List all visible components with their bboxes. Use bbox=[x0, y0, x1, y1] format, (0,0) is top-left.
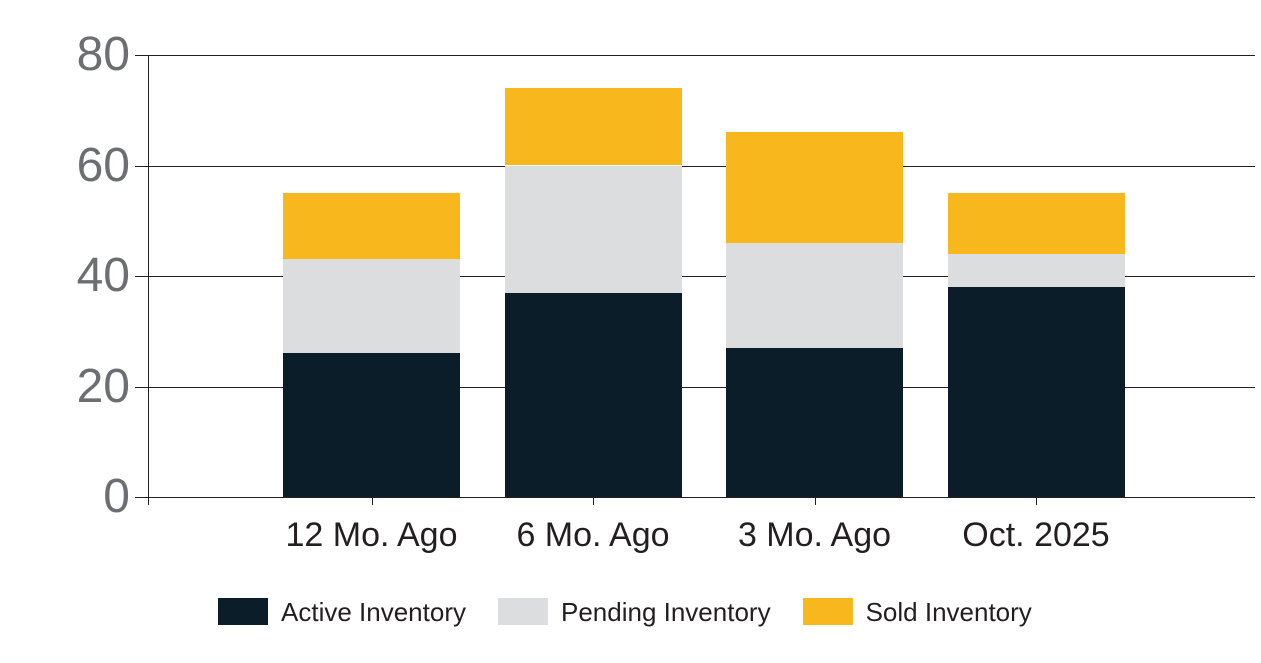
legend: Active Inventory Pending Inventory Sold In… bbox=[218, 598, 1032, 625]
x-tick-label-oct-2025: Oct. 2025 bbox=[962, 516, 1110, 554]
y-tick-label-0: 0 bbox=[103, 470, 130, 523]
x-tick-label-3-mo-ago: 3 Mo. Ago bbox=[737, 516, 892, 554]
bar-segment-pending-inventory-3-mo-ago[interactable] bbox=[726, 242, 903, 348]
bar-segment-sold-inventory-oct-2025[interactable] bbox=[947, 193, 1125, 254]
bar-segment-active-inventory-3-mo-ago[interactable] bbox=[726, 347, 903, 497]
bar-segment-pending-inventory-12-mo-ago[interactable] bbox=[283, 259, 460, 354]
legend-item-pending-inventory[interactable]: Pending Inventory bbox=[497, 596, 771, 627]
bar-segment-active-inventory-12-mo-ago[interactable] bbox=[283, 353, 460, 497]
y-tick-label-60: 60 bbox=[76, 138, 130, 192]
x-tick-6-mo-ago bbox=[593, 497, 594, 505]
y-axis-line bbox=[148, 55, 149, 505]
bar-segment-active-inventory-6-mo-ago[interactable] bbox=[504, 292, 682, 497]
x-tick-oct-2025 bbox=[1036, 497, 1037, 505]
bar-segment-sold-inventory-6-mo-ago[interactable] bbox=[504, 88, 682, 166]
x-tick-12-mo-ago bbox=[371, 497, 373, 505]
y-gridline-60 bbox=[135, 165, 1255, 167]
x-tick-label-6-mo-ago: 6 Mo. Ago bbox=[516, 516, 670, 554]
y-gridline-0 bbox=[135, 497, 1255, 498]
legend-label-pending-inventory: Pending Inventory bbox=[560, 596, 771, 627]
bar-segment-pending-inventory-6-mo-ago[interactable] bbox=[504, 165, 682, 293]
legend-swatch-pending-inventory bbox=[497, 598, 548, 625]
y-tick-label-20: 20 bbox=[76, 359, 130, 413]
legend-item-sold-inventory[interactable]: Sold Inventory bbox=[802, 596, 1032, 627]
plot-area bbox=[135, 55, 1255, 505]
y-gridline-20 bbox=[135, 386, 1255, 388]
legend-label-active-inventory: Active Inventory bbox=[281, 596, 466, 627]
y-tick-label-80: 80 bbox=[76, 28, 130, 81]
legend-swatch-sold-inventory bbox=[802, 598, 853, 625]
x-tick-3-mo-ago bbox=[814, 497, 816, 505]
x-tick-label-12-mo-ago: 12 Mo. Ago bbox=[285, 516, 458, 554]
bar-segment-active-inventory-oct-2025[interactable] bbox=[947, 287, 1125, 497]
y-gridline-80 bbox=[135, 55, 1255, 56]
legend-swatch-active-inventory bbox=[218, 598, 268, 625]
legend-label-sold-inventory: Sold Inventory bbox=[865, 596, 1032, 627]
y-gridline-40 bbox=[135, 276, 1255, 277]
bar-segment-pending-inventory-oct-2025[interactable] bbox=[947, 253, 1125, 288]
bar-segment-sold-inventory-12-mo-ago[interactable] bbox=[283, 193, 460, 260]
bar-segment-sold-inventory-3-mo-ago[interactable] bbox=[726, 132, 903, 243]
legend-item-active-inventory[interactable]: Active Inventory bbox=[218, 598, 466, 625]
y-tick-label-40: 40 bbox=[76, 249, 130, 302]
